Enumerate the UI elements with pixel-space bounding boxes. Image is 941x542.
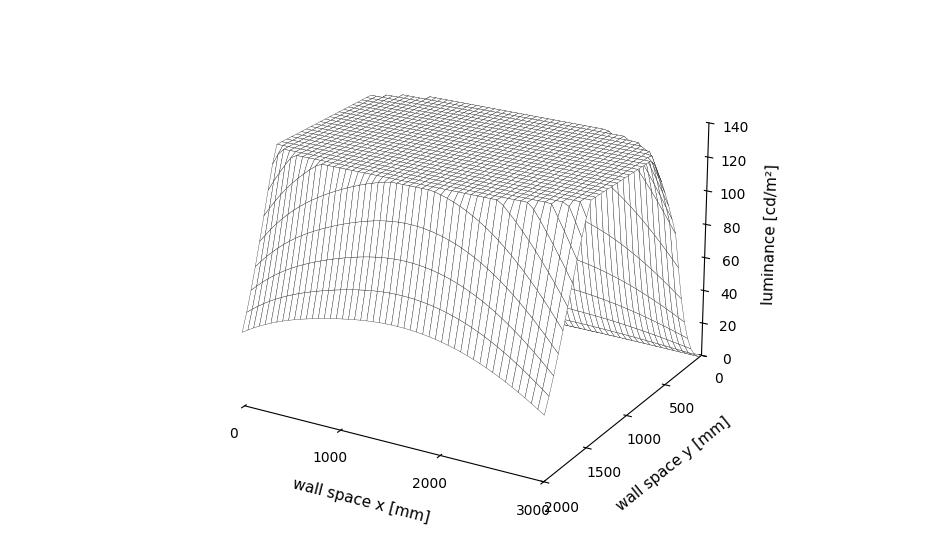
X-axis label: wall space x [mm]: wall space x [mm] xyxy=(291,476,432,526)
Y-axis label: wall space y [mm]: wall space y [mm] xyxy=(614,414,733,514)
